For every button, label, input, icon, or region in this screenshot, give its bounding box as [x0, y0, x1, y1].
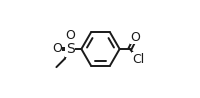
- Text: O: O: [52, 43, 62, 55]
- Text: S: S: [65, 42, 74, 56]
- Text: Cl: Cl: [132, 53, 144, 66]
- Text: O: O: [130, 31, 140, 44]
- Text: O: O: [65, 29, 75, 42]
